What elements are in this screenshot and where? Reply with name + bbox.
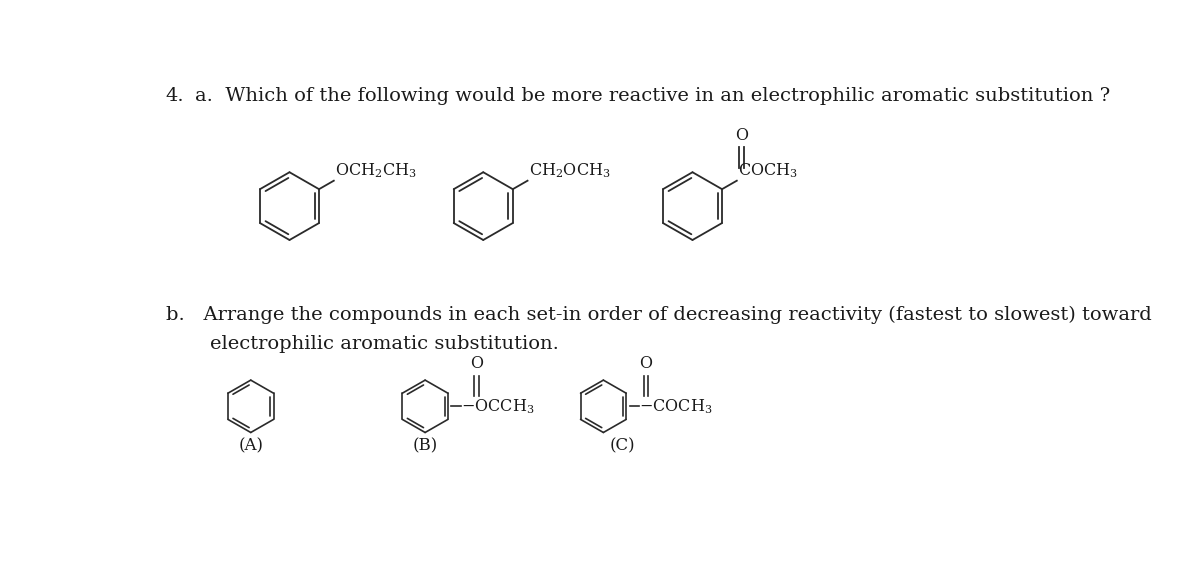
Text: $\mathdefault{COCH_3}$: $\mathdefault{COCH_3}$ bbox=[738, 161, 798, 180]
Text: $\mathdefault{-COCH_3}$: $\mathdefault{-COCH_3}$ bbox=[640, 397, 713, 416]
Text: $\mathdefault{OCH_2CH_3}$: $\mathdefault{OCH_2CH_3}$ bbox=[335, 161, 418, 180]
Text: (A): (A) bbox=[239, 437, 263, 454]
Text: electrophilic aromatic substitution.: electrophilic aromatic substitution. bbox=[210, 336, 559, 353]
Text: (C): (C) bbox=[610, 437, 636, 454]
Text: O: O bbox=[640, 356, 653, 373]
Text: a.  Which of the following would be more reactive in an electrophilic aromatic s: a. Which of the following would be more … bbox=[194, 86, 1110, 105]
Text: O: O bbox=[469, 356, 482, 373]
Text: (B): (B) bbox=[413, 437, 438, 454]
Text: b.   Arrange the compounds in each set-in order of decreasing reactivity (fastes: b. Arrange the compounds in each set-in … bbox=[166, 306, 1151, 324]
Text: $\mathdefault{-OCCH_3}$: $\mathdefault{-OCCH_3}$ bbox=[461, 397, 534, 416]
Text: O: O bbox=[734, 127, 748, 144]
Text: 4.: 4. bbox=[166, 86, 184, 105]
Text: $\mathdefault{CH_2OCH_3}$: $\mathdefault{CH_2OCH_3}$ bbox=[529, 161, 611, 180]
